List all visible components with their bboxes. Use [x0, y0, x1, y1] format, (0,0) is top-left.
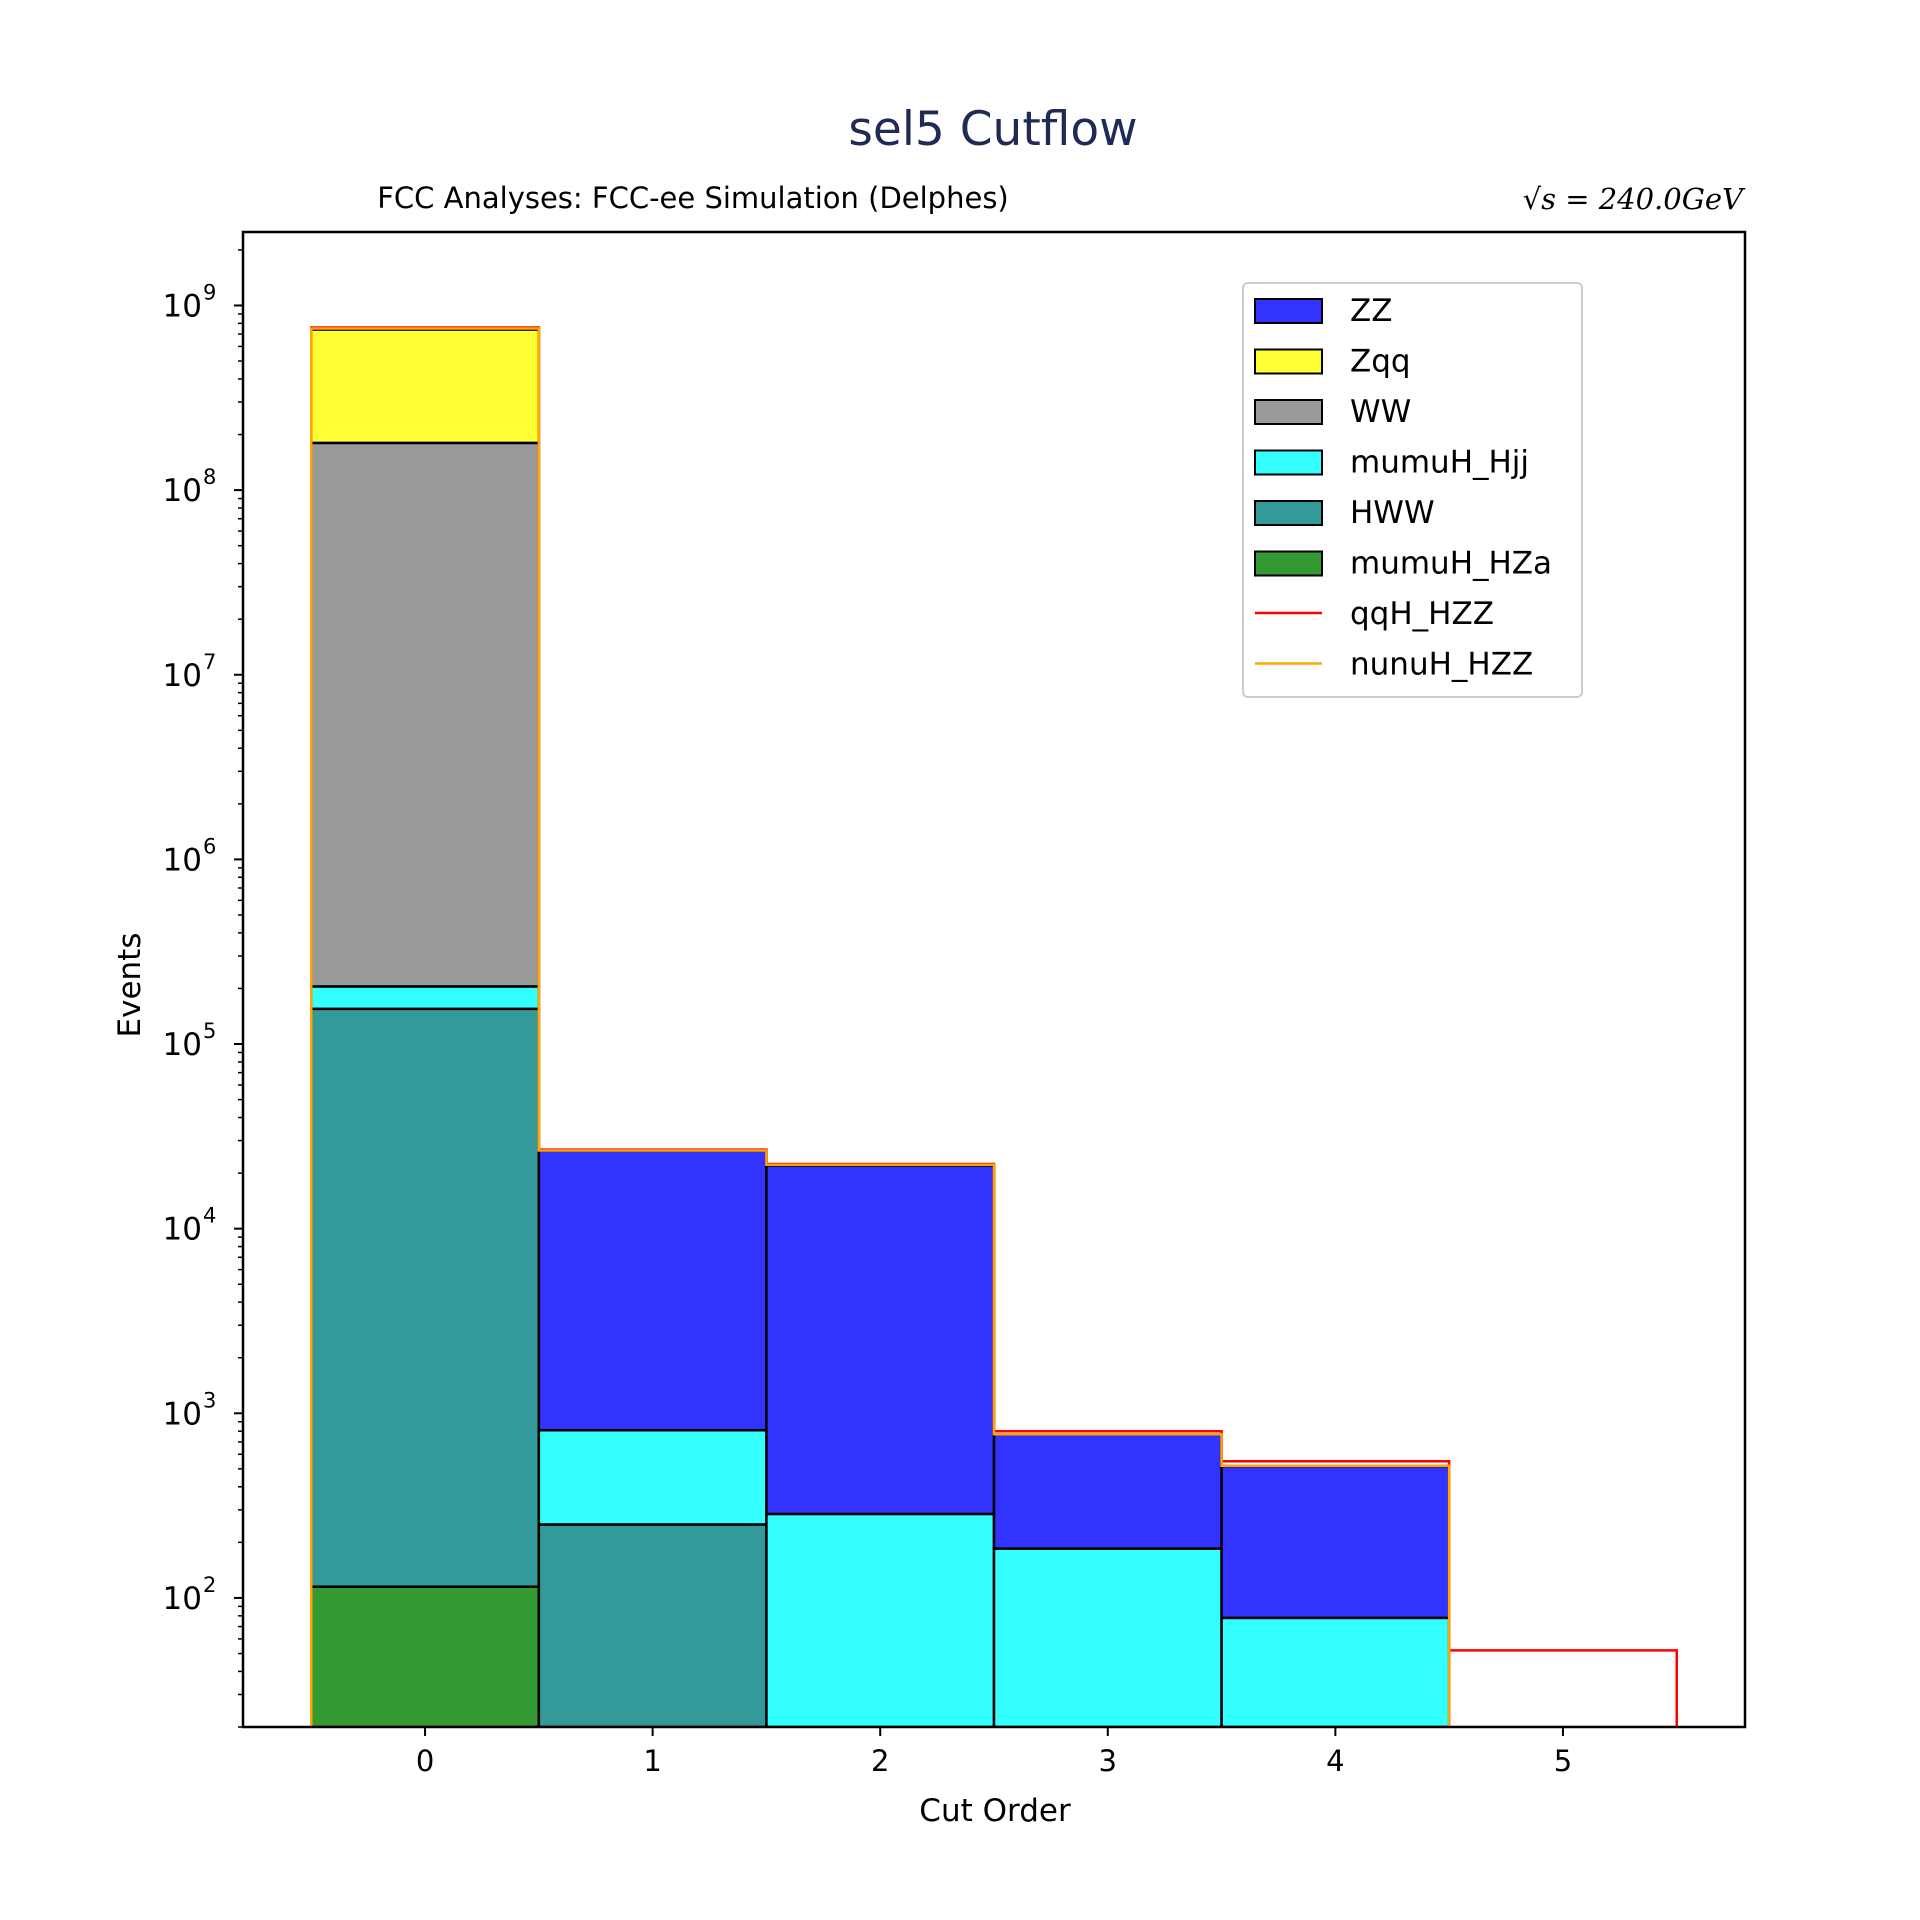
- legend-label-mumuh-hjj: mumuH_Hjj: [1350, 445, 1529, 481]
- chart-title: sel5 Cutflow: [848, 102, 1137, 157]
- x-tick-label-0: 0: [416, 1744, 434, 1778]
- y-tick-exp-9: 9: [203, 280, 216, 304]
- bar-mumuh-hjj-cut-4: [1220, 1616, 1451, 1727]
- y-tick-label-4: 10: [163, 1212, 202, 1248]
- bar-zz-cut-1: [537, 1149, 768, 1432]
- bar-hww-cut-0: [310, 1007, 541, 1588]
- legend-label-ww: WW: [1350, 394, 1411, 430]
- chart-subtitle-left: FCC Analyses: FCC-ee Simulation (Delphes…: [377, 181, 1009, 215]
- y-tick-exp-3: 3: [203, 1388, 216, 1412]
- legend-box: [1242, 282, 1583, 698]
- bar-mumuh-hjj-cut-2: [765, 1512, 996, 1727]
- bar-mumuh-hjj-cut-1: [537, 1428, 768, 1526]
- x-axis-label: Cut Order: [919, 1793, 1071, 1829]
- y-tick-label-6: 10: [163, 842, 202, 878]
- bar-mumuh-hza-cut-0: [310, 1585, 541, 1727]
- legend-label-zz: ZZ: [1350, 293, 1392, 329]
- legend-swatch-mumuh-hza: [1254, 550, 1323, 577]
- bar-mumuh-hjj-cut-0: [310, 985, 541, 1011]
- plot-content: [310, 326, 1678, 1727]
- x-tick-label-5: 5: [1554, 1744, 1572, 1778]
- x-tick-label-3: 3: [1099, 1744, 1117, 1778]
- legend-label-qqh-hzz: qqH_HZZ: [1350, 596, 1494, 632]
- plot-area: [310, 326, 1678, 1727]
- line-nunuh-hzz: [310, 327, 1677, 1727]
- y-tick-label-5: 10: [163, 1027, 202, 1063]
- bar-hww-cut-1: [537, 1523, 768, 1727]
- legend-label-mumuh-hza: mumuH_HZa: [1350, 546, 1552, 582]
- bar-mumuh-hjj-cut-3: [992, 1547, 1223, 1727]
- legend-swatch-mumuh-hjj: [1254, 449, 1323, 476]
- y-tick-exp-7: 7: [203, 650, 216, 674]
- y-tick-exp-2: 2: [203, 1573, 216, 1597]
- legend-label-zqq: Zqq: [1350, 344, 1411, 380]
- bar-zz-cut-2: [765, 1164, 996, 1516]
- legend-swatch-zqq: [1254, 348, 1323, 375]
- bar-zz-cut-4: [1220, 1464, 1451, 1620]
- y-axis-label: Events: [112, 933, 148, 1038]
- bar-zqq-cut-0: [310, 328, 541, 445]
- legend-label-hww: HWW: [1350, 495, 1435, 531]
- y-tick-exp-5: 5: [203, 1019, 216, 1043]
- y-tick-exp-8: 8: [203, 465, 216, 489]
- bar-ww-cut-0: [310, 441, 541, 988]
- legend-swatch-zz: [1254, 298, 1323, 324]
- legend: ZZ Zqq WW mumuH_Hjj HWW mumuH_HZa qqH_HZZ nunuH…: [1242, 282, 1583, 698]
- bar-zz-cut-3: [992, 1433, 1223, 1550]
- y-tick-label-8: 10: [163, 473, 202, 509]
- legend-swatch-hww: [1254, 500, 1323, 526]
- x-tick-label-1: 1: [643, 1744, 661, 1778]
- x-tick-label-2: 2: [871, 1744, 889, 1778]
- y-tick-label-2: 10: [163, 1581, 202, 1617]
- legend-swatch-ww: [1254, 399, 1323, 425]
- plot-frame: [241, 230, 1747, 1729]
- y-tick-label-7: 10: [163, 658, 202, 694]
- y-tick-exp-4: 4: [203, 1204, 216, 1228]
- y-tick-label-9: 10: [163, 288, 202, 324]
- legend-label-nunuh-hzz: nunuH_HZZ: [1350, 647, 1533, 683]
- y-tick-label-3: 10: [163, 1396, 202, 1432]
- x-tick-label-4: 4: [1326, 1744, 1344, 1778]
- y-tick-exp-6: 6: [203, 834, 216, 858]
- chart-subtitle-right: √s = 240.0GeV: [1523, 182, 1746, 216]
